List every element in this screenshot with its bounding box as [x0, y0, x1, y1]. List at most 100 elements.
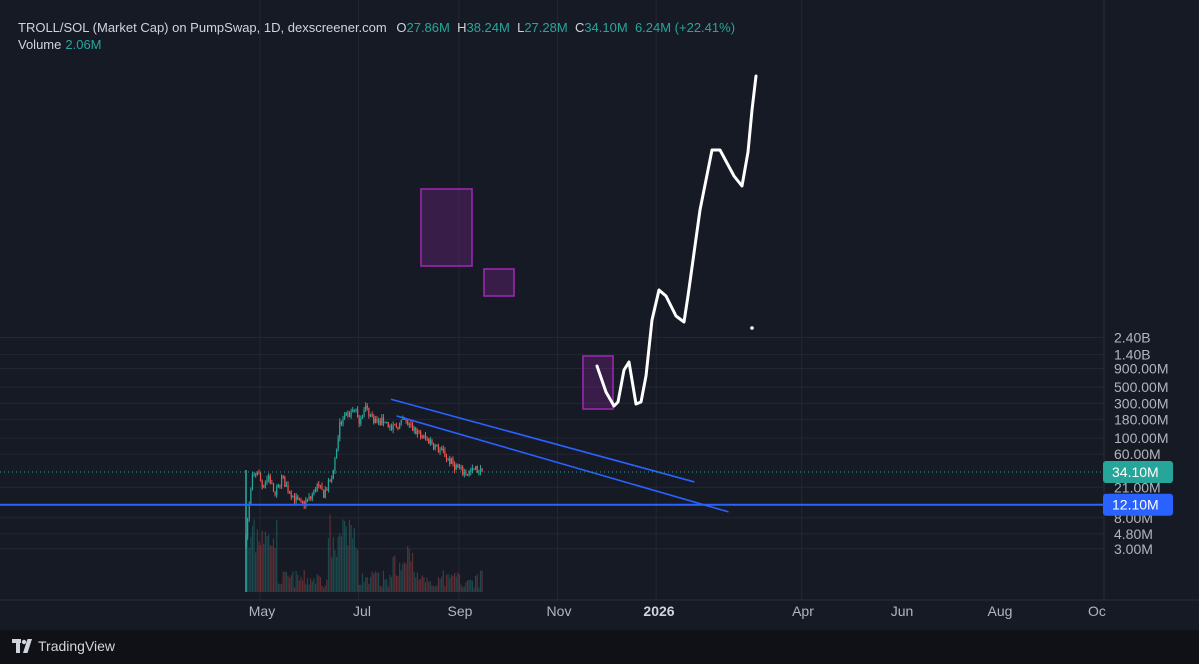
y-tick-label: 180.00M — [1114, 411, 1168, 427]
candle-body — [263, 486, 265, 488]
volume-bar — [437, 577, 440, 592]
candle-body — [319, 485, 321, 487]
volume-bar — [452, 575, 454, 592]
volume-bar — [326, 579, 328, 592]
volume-bar — [387, 586, 389, 592]
volume-bar — [339, 533, 341, 592]
volume-bar — [272, 538, 275, 592]
volume-bar — [463, 586, 465, 592]
volume-bar — [344, 520, 346, 592]
volume-bar — [473, 587, 475, 592]
volume-bar — [457, 572, 459, 592]
volume-bar — [280, 583, 283, 592]
volume-bar — [305, 584, 307, 592]
candle-body — [321, 485, 323, 490]
candle-body — [444, 450, 446, 457]
y-tick-label: 2.40B — [1114, 330, 1151, 346]
volume-bar — [298, 580, 300, 592]
candle-body — [313, 489, 315, 495]
highlight-box — [582, 355, 614, 410]
candle-body — [361, 416, 364, 420]
candle-body — [311, 494, 313, 499]
volume-bar — [407, 546, 409, 592]
volume-bar — [429, 580, 431, 592]
volume-bar — [366, 577, 368, 592]
volume-bar — [306, 577, 309, 592]
candle-body — [247, 518, 249, 538]
candle-body — [449, 458, 451, 464]
candle-body — [455, 465, 457, 470]
volume-bar — [413, 571, 415, 592]
volume-bar — [327, 538, 330, 592]
volume-bar — [450, 574, 452, 592]
candle-body — [434, 445, 436, 449]
candle-body — [382, 417, 385, 424]
volume-bar — [350, 525, 352, 592]
candle-body — [423, 435, 425, 438]
candle-body — [264, 482, 267, 487]
x-tick-label: Nov — [547, 603, 572, 619]
volume-bar — [248, 547, 250, 592]
candle-body — [421, 436, 423, 438]
candle-body — [300, 499, 302, 502]
volume-bar — [314, 583, 317, 592]
volume-bar — [271, 545, 273, 592]
candle-body — [334, 458, 336, 471]
candle-body — [335, 448, 338, 459]
candle-body — [326, 489, 328, 491]
candle-body — [340, 422, 343, 425]
candle-body — [272, 483, 275, 492]
volume-bar — [420, 578, 422, 592]
volume-bar — [258, 541, 260, 592]
volume-bar — [365, 577, 367, 592]
candle-body — [287, 484, 289, 492]
candle-body — [345, 413, 347, 416]
volume-bar — [424, 582, 427, 592]
candle-body — [390, 426, 393, 430]
highlight-box — [483, 268, 515, 297]
candle-body — [358, 417, 360, 424]
volume-bar — [310, 578, 312, 592]
time-axis[interactable]: May Jul Sep Nov 2026 Apr Jun Aug Oc — [249, 603, 1106, 619]
volume-bar — [245, 470, 247, 592]
volume-bar — [399, 562, 401, 592]
volume-legend: Volume 2.06M — [18, 37, 102, 52]
candle-body — [399, 422, 401, 430]
candle-body — [418, 430, 420, 432]
tradingview-brand[interactable]: TradingView — [12, 638, 115, 654]
candle-body — [415, 427, 417, 435]
change-value: 6.24M (+22.41%) — [634, 20, 736, 35]
volume-bar — [324, 585, 326, 592]
y-tick-label: 4.80M — [1114, 526, 1153, 542]
volume-bar — [368, 583, 370, 592]
volume-bar — [373, 573, 375, 592]
candle-body — [475, 466, 477, 470]
candle-body — [355, 409, 357, 411]
volume-bar — [471, 580, 473, 592]
volume-bars — [245, 470, 483, 592]
candle-body — [410, 424, 412, 426]
volume-bar — [285, 571, 288, 592]
candle-body — [292, 495, 294, 498]
candle-body — [306, 498, 309, 501]
brand-name: TradingView — [38, 638, 116, 654]
volume-bar — [369, 576, 372, 592]
candle-body — [445, 456, 448, 459]
candle-body — [442, 448, 444, 451]
volume-bar — [292, 571, 294, 592]
candle-body — [259, 474, 262, 481]
x-tick-label: Jun — [891, 603, 914, 619]
candle-body — [447, 458, 449, 460]
candle-body — [369, 414, 372, 417]
candle-body — [460, 466, 462, 469]
volume-bar — [290, 575, 292, 592]
candle-body — [348, 414, 351, 417]
volume-bar — [342, 519, 344, 592]
candle-body — [255, 474, 257, 476]
volume-bar — [319, 577, 321, 592]
candle-body — [266, 478, 268, 483]
volume-bar — [445, 574, 448, 592]
candle-body — [395, 424, 397, 427]
